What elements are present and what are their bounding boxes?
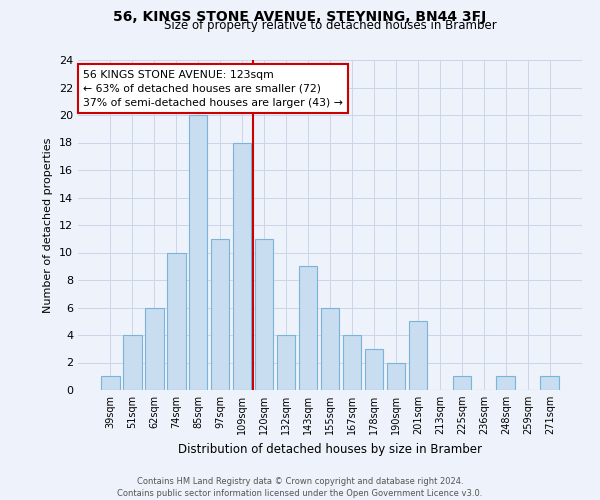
Bar [255,239,274,390]
Y-axis label: Number of detached properties: Number of detached properties [43,138,53,312]
Bar [343,335,361,390]
Bar [277,335,295,390]
Bar [123,335,142,390]
Bar [452,376,471,390]
Bar [233,142,251,390]
Bar [189,115,208,390]
Bar [101,376,119,390]
Bar [167,252,185,390]
X-axis label: Distribution of detached houses by size in Bramber: Distribution of detached houses by size … [178,442,482,456]
Title: Size of property relative to detached houses in Bramber: Size of property relative to detached ho… [164,20,496,32]
Bar [365,349,383,390]
Text: 56, KINGS STONE AVENUE, STEYNING, BN44 3FJ: 56, KINGS STONE AVENUE, STEYNING, BN44 3… [113,10,487,24]
Bar [496,376,515,390]
Bar [145,308,164,390]
Bar [409,322,427,390]
Bar [211,239,229,390]
Text: Contains HM Land Registry data © Crown copyright and database right 2024.
Contai: Contains HM Land Registry data © Crown c… [118,476,482,498]
Bar [386,362,405,390]
Bar [299,266,317,390]
Text: 56 KINGS STONE AVENUE: 123sqm
← 63% of detached houses are smaller (72)
37% of s: 56 KINGS STONE AVENUE: 123sqm ← 63% of d… [83,70,343,108]
Bar [541,376,559,390]
Bar [320,308,340,390]
